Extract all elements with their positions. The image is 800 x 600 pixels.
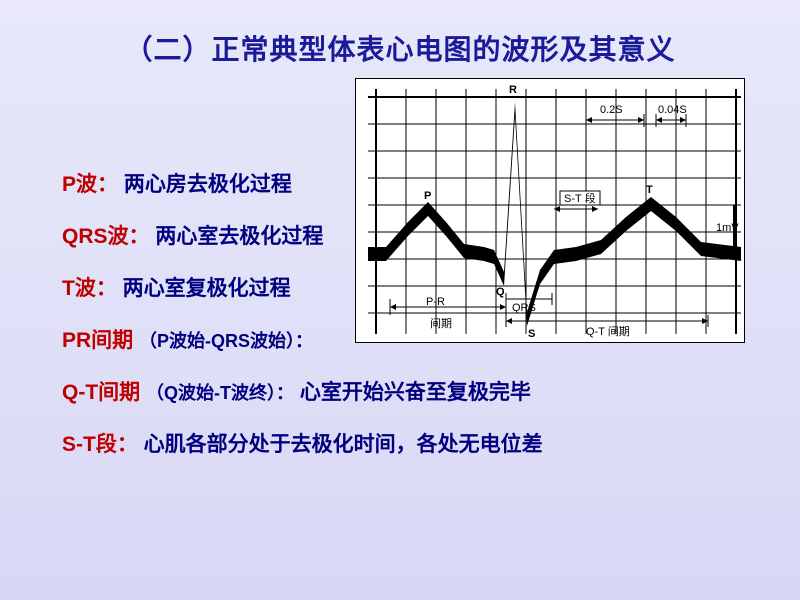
label: T波： [62, 277, 117, 300]
svg-text:0.04S: 0.04S [658, 104, 687, 116]
label: P波： [62, 173, 118, 196]
svg-text:0.2S: 0.2S [600, 104, 623, 116]
label: QRS波： [62, 225, 150, 248]
content-list: P波： 两心房去极化过程 QRS波： 两心室去极化过程 T波： 两心室复极化过程… [62, 160, 760, 480]
label: S-T段： [62, 433, 138, 456]
slide-title: （二）正常典型体表心电图的波形及其意义 [0, 28, 800, 68]
line-t: T波： 两心室复极化过程 [62, 272, 362, 302]
line-p: P波： 两心房去极化过程 [62, 168, 362, 198]
desc: 心肌各部分处于去极化时间，各处无电位差 [144, 433, 543, 456]
desc: 两心房去极化过程 [124, 173, 292, 196]
line-st: S-T段： 心肌各部分处于去极化时间，各处无电位差 [62, 428, 760, 458]
label-r: R [509, 84, 517, 96]
title-text: （二）正常典型体表心电图的波形及其意义 [124, 34, 675, 65]
sub: （Q波始-T波终）： [146, 383, 294, 403]
line-qrs: QRS波： 两心室去极化过程 [62, 220, 362, 250]
label: PR间期 [62, 329, 133, 352]
desc: 两心室复极化过程 [123, 277, 291, 300]
desc: 心室开始兴奋至复极完毕 [300, 381, 531, 404]
label: Q-T间期 [62, 381, 140, 404]
desc: 两心室去极化过程 [155, 225, 323, 248]
line-pr: PR间期 （P波始-QRS波始）： [62, 324, 362, 354]
line-qt: Q-T间期 （Q波始-T波终）： 心室开始兴奋至复极完毕 [62, 376, 760, 406]
sub: （P波始-QRS波始）： [139, 331, 313, 351]
